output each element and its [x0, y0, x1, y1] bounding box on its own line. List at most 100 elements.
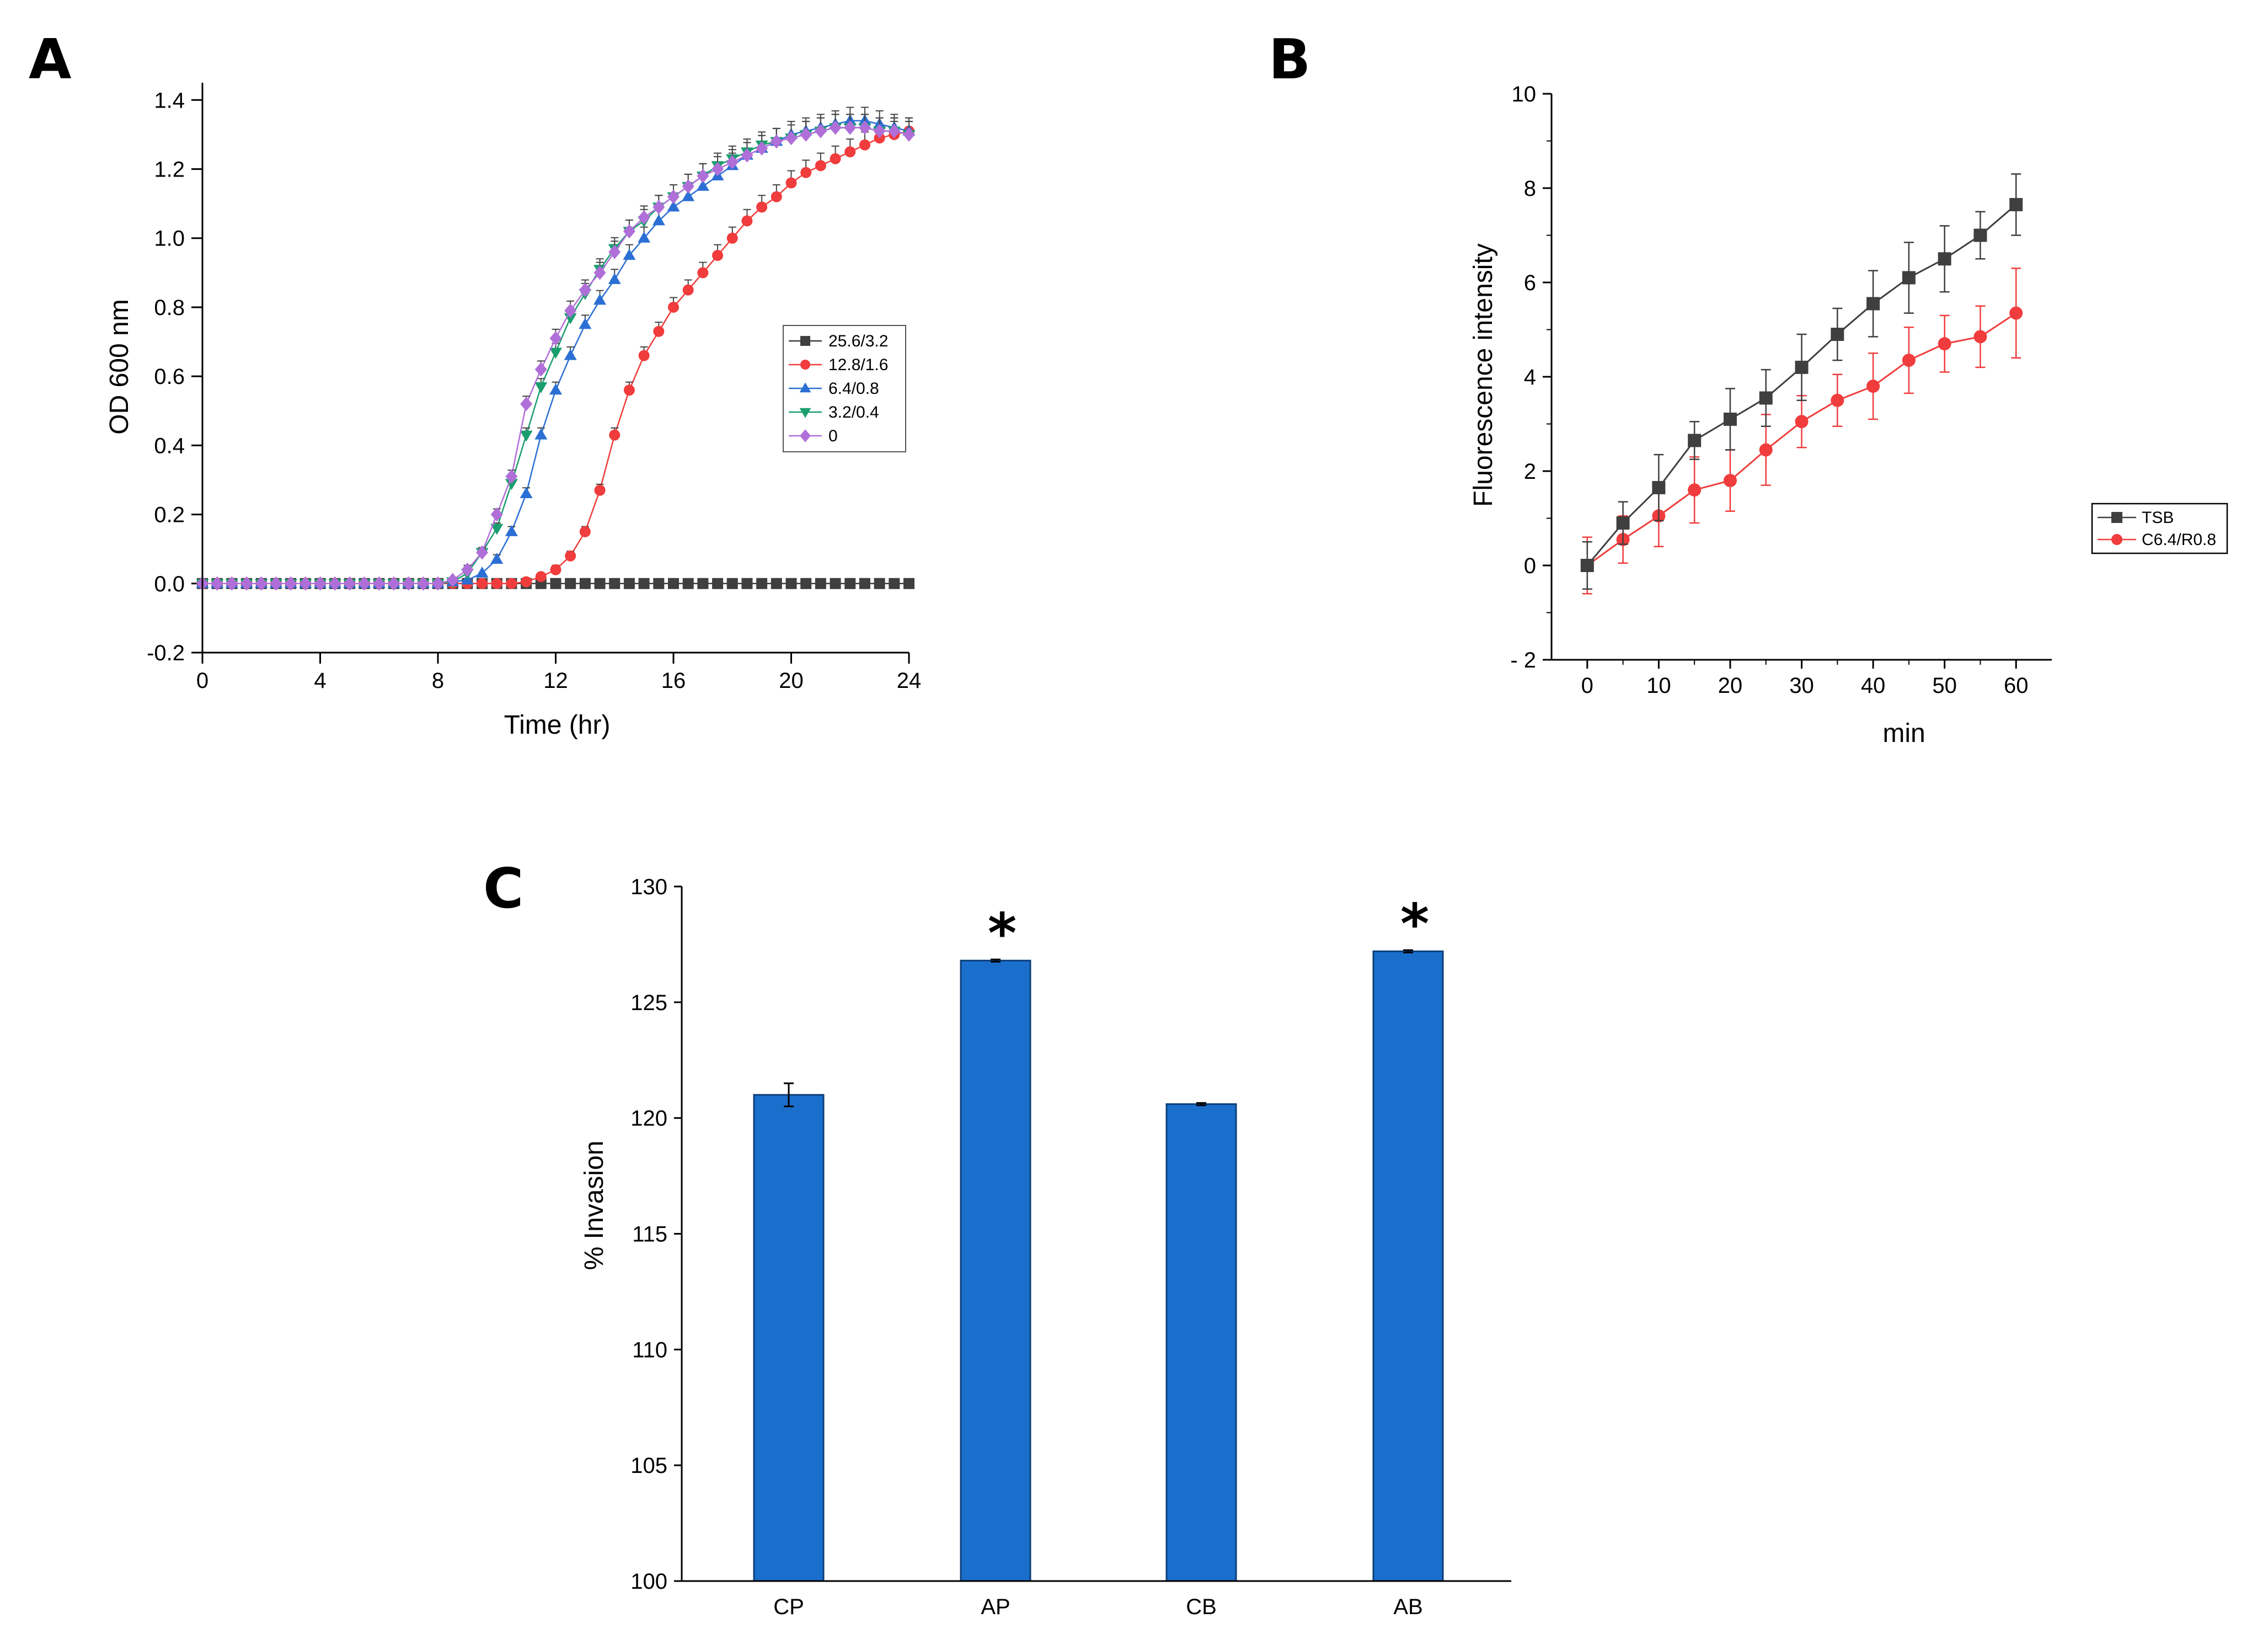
y-tick-label: 0.2: [154, 503, 185, 527]
data-point: [1688, 434, 1702, 447]
data-point: [564, 303, 577, 318]
data-point: [1795, 360, 1809, 374]
x-tick-label: 0: [196, 669, 208, 693]
x-tick-label: 20: [779, 669, 804, 693]
data-point: [741, 578, 753, 589]
y-tick-label: 0.0: [154, 572, 185, 596]
x-tick-label: 12: [543, 669, 568, 693]
data-point: [652, 200, 665, 215]
data-point: [1580, 559, 1594, 572]
data-point: [830, 578, 841, 589]
data-point: [505, 469, 518, 484]
data-point: [2009, 306, 2023, 320]
data-point: [490, 507, 503, 522]
legend-marker: [2111, 534, 2122, 545]
data-point: [858, 120, 871, 135]
data-point: [844, 120, 857, 135]
data-point: [785, 131, 798, 146]
bar-cb: [1165, 1103, 1237, 1582]
data-point: [549, 331, 562, 346]
series-c6-4-r0-8: [1580, 268, 2023, 595]
data-point: [1723, 474, 1737, 488]
data-point: [800, 127, 812, 142]
data-point: [653, 578, 665, 589]
x-tick-label: 4: [314, 669, 326, 693]
panel-b-legend: TSB C6.4/R0.8: [2091, 503, 2228, 554]
data-point: [491, 578, 502, 589]
y-tick-label: 1.4: [154, 88, 185, 113]
data-point: [726, 232, 738, 244]
panel-a-plot: [196, 106, 916, 591]
data-point: [712, 578, 724, 589]
bar-ab: [1372, 951, 1444, 1582]
data-point: [608, 273, 621, 284]
data-point: [1831, 393, 1844, 407]
data-point: [726, 578, 738, 589]
legend-marker: [800, 360, 810, 370]
data-point: [549, 383, 562, 395]
legend-marker: [799, 382, 811, 393]
y-tick-label: 100: [630, 1569, 667, 1594]
data-point: [815, 578, 826, 589]
data-point: [638, 231, 651, 243]
data-point: [550, 578, 561, 589]
panel-c-letter: C: [483, 856, 523, 921]
x-tick-label: 8: [432, 669, 444, 693]
data-point: [1831, 328, 1844, 341]
y-tick-label: 1.2: [154, 158, 185, 182]
y-tick-label: - 2: [1510, 648, 1536, 672]
y-tick-label: 10: [1512, 82, 1537, 106]
panel-c-x-ticks: CP AP CB AB: [773, 1595, 1422, 1619]
data-point: [623, 385, 635, 396]
data-point: [475, 567, 489, 578]
data-point: [329, 576, 341, 591]
data-point: [520, 430, 533, 442]
data-point: [770, 134, 783, 149]
data-point: [579, 526, 591, 537]
data-point: [417, 576, 430, 591]
data-point: [285, 576, 297, 591]
data-point: [741, 215, 753, 227]
legend-entry: 12.8/1.6: [828, 356, 888, 374]
panel-b-y-label: Fluorescence intensity: [1469, 243, 1498, 507]
x-tick-label: AP: [981, 1595, 1010, 1619]
data-point: [712, 162, 724, 177]
data-point: [549, 348, 562, 359]
y-tick-label: 130: [630, 875, 667, 899]
y-tick-label: 0.6: [154, 365, 185, 389]
data-point: [608, 244, 621, 259]
data-point: [874, 578, 885, 589]
panel-a: A 0 4 8 12 16 20 24 -0.2 0.0 0.2 0.4 0.6 0.8 1.0 1.2 1…: [29, 27, 921, 740]
bar-group-cb: [1165, 1102, 1237, 1582]
data-point: [520, 397, 533, 412]
data-point: [565, 550, 576, 562]
bar-group-ap: *: [960, 901, 1031, 1582]
y-tick-label: 110: [632, 1338, 667, 1362]
x-tick-label: 40: [1861, 674, 1886, 698]
y-tick-label: 8: [1524, 177, 1536, 201]
data-point: [1973, 228, 1987, 242]
y-tick-label: 0.8: [154, 296, 185, 320]
y-tick-label: 1.0: [154, 227, 185, 251]
data-point: [785, 177, 797, 189]
data-point: [1973, 330, 1987, 344]
data-point: [682, 179, 694, 194]
data-point: [506, 578, 517, 589]
x-tick-label: CB: [1186, 1595, 1217, 1619]
data-point: [623, 578, 635, 589]
data-point: [446, 573, 459, 588]
data-point: [432, 576, 444, 591]
data-point: [903, 127, 915, 142]
bar-ap: [960, 959, 1031, 1582]
data-point: [594, 484, 606, 496]
x-tick-label: 30: [1789, 674, 1814, 698]
data-point: [314, 576, 327, 591]
data-point: [534, 362, 547, 377]
x-tick-label: 60: [2004, 674, 2029, 698]
data-point: [226, 576, 238, 591]
data-point: [800, 578, 812, 589]
data-point: [609, 429, 621, 441]
data-point: [521, 576, 532, 588]
